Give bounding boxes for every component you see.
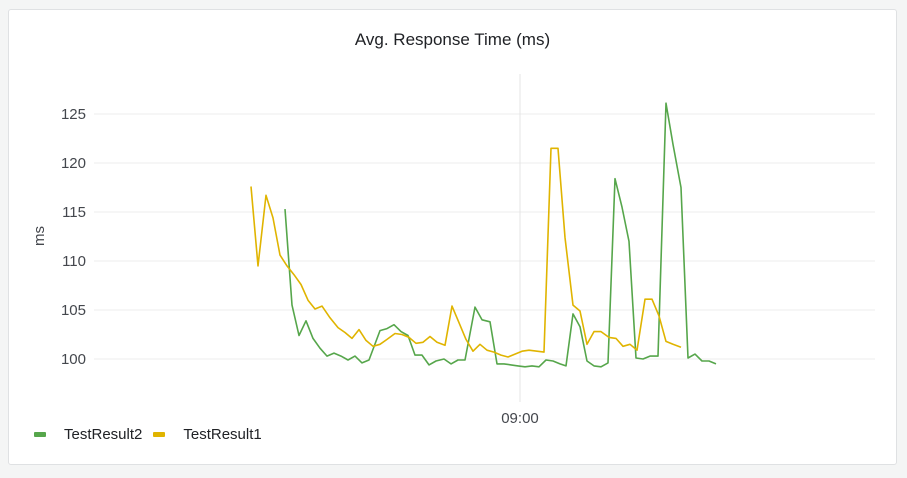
legend-label: TestResult2	[64, 426, 143, 443]
chart-panel: Avg. Response Time (ms)	[8, 9, 897, 465]
y-tick-label: 125	[61, 106, 86, 123]
legend: TestResult2 TestResult1	[33, 426, 272, 443]
legend-label: TestResult1	[183, 426, 262, 443]
legend-swatch-green-icon	[34, 432, 46, 437]
y-tick-label: 105	[61, 302, 86, 319]
y-axis-label: ms	[31, 226, 48, 246]
y-tick-label: 120	[61, 155, 86, 172]
legend-item-testresult1[interactable]: TestResult1	[152, 426, 262, 443]
y-tick-label: 115	[62, 204, 86, 221]
series-line-testresult1[interactable]	[250, 147, 682, 358]
legend-swatch-yellow-icon	[153, 432, 166, 437]
legend-item-testresult2[interactable]: TestResult2	[33, 426, 142, 443]
panel-title: Avg. Response Time (ms)	[354, 30, 551, 49]
series-line-testresult2[interactable]	[284, 102, 717, 368]
y-tick-label: 110	[62, 253, 86, 270]
y-tick-label: 100	[61, 351, 86, 368]
x-tick-label: 09:00	[501, 410, 539, 427]
